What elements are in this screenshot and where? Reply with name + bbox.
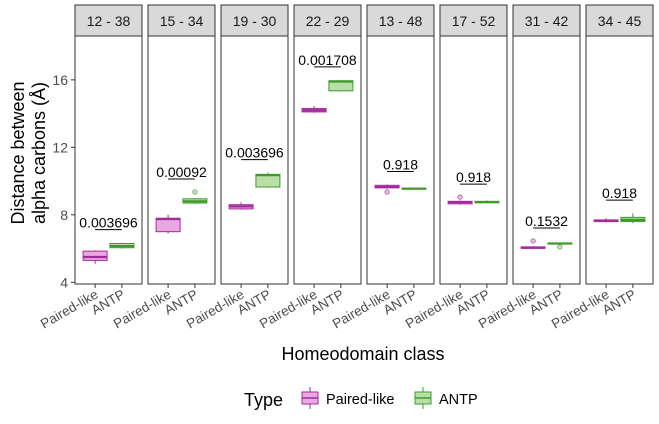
facet-strip [74, 4, 143, 37]
facet-label: 22 - 29 [306, 13, 350, 29]
outlier-point [557, 244, 563, 250]
p-value-label: 0.918 [602, 185, 637, 201]
p-value-label: 0.918 [456, 169, 491, 185]
facet-strip [366, 4, 435, 37]
outlier-point [384, 189, 390, 195]
y-tick-label: 4 [60, 274, 68, 290]
legend-items: Paired-like ANTP [301, 387, 478, 409]
facet-strip [512, 4, 581, 37]
panel-frame [220, 35, 289, 285]
panel-frame [366, 35, 435, 285]
facet-label: 31 - 42 [525, 13, 569, 29]
box-paired-like [155, 217, 181, 233]
outlier-point [192, 189, 198, 195]
legend-label: Paired-like [326, 392, 395, 408]
p-value-label: 0.918 [383, 156, 418, 172]
y-tick-label: 8 [60, 207, 68, 223]
p-value-label: 0.003696 [225, 145, 284, 161]
outlier-point [457, 194, 463, 200]
facet-strip [439, 4, 508, 37]
facet-label: 13 - 48 [379, 13, 423, 29]
facet-strip [147, 4, 216, 37]
facet-strip [293, 4, 362, 37]
p-value-label: 0.003696 [79, 215, 138, 231]
p-value-label: 0.00092 [156, 164, 207, 180]
legend-item-paired-like: Paired-like [301, 387, 395, 409]
panel-frame [74, 35, 143, 285]
panel-frame [293, 35, 362, 285]
p-value-label: 0.1532 [525, 213, 568, 229]
y-tick-label: 12 [52, 139, 68, 155]
y-tick-label: 16 [52, 72, 68, 88]
x-axis-label: Homeodomain class [281, 344, 444, 364]
legend-title: Type [244, 390, 283, 410]
facet-strip [585, 4, 654, 37]
facet-label: 12 - 38 [87, 13, 131, 29]
p-value-label: 0.001708 [298, 52, 357, 68]
legend-label: ANTP [439, 392, 478, 408]
facet-label: 19 - 30 [233, 13, 277, 29]
y-axis: 4 8 12 16 [52, 72, 75, 290]
panel-frame [147, 35, 216, 285]
y-axis-label-line-1: Distance between [8, 81, 28, 224]
outlier-point [530, 238, 536, 244]
legend: Type Paired-like ANTP [244, 387, 478, 410]
facet-label: 34 - 45 [598, 13, 642, 29]
legend-item-antp: ANTP [414, 387, 478, 409]
facet-label: 17 - 52 [452, 13, 496, 29]
box-paired-like [82, 250, 108, 261]
facet-label: 15 - 34 [160, 13, 204, 29]
y-axis-label-line-2: alpha carbons (Å) [29, 82, 49, 224]
panel-frame [439, 35, 508, 285]
panel-frame [585, 35, 654, 285]
